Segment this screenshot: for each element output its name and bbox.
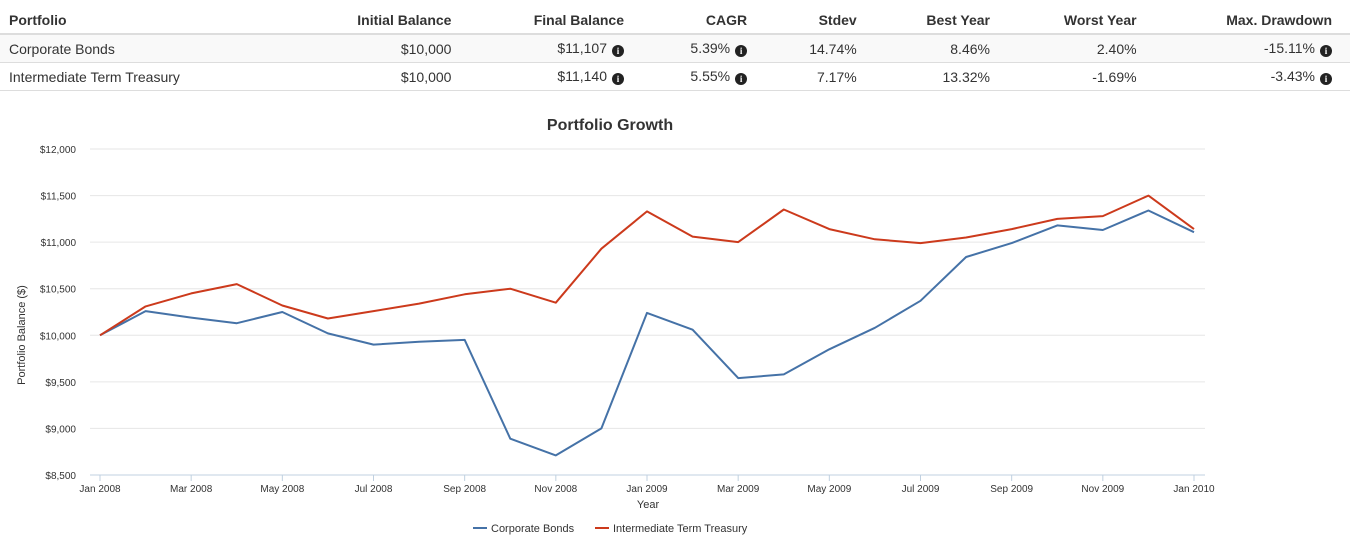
cell-cagr-value: 5.39% bbox=[690, 40, 731, 56]
y-axis-ticks: $8,500 $9,000 $9,500 $10,000 $10,500 $11,000 $… bbox=[40, 145, 77, 482]
x-tick-label: Jul 2008 bbox=[355, 484, 393, 495]
cell-best-year: 8.46% bbox=[874, 34, 1008, 63]
cell-cagr-value: 5.55% bbox=[690, 68, 731, 84]
cell-max-drawdown: -3.43% i bbox=[1154, 62, 1350, 91]
x-tick-label: May 2009 bbox=[807, 484, 851, 495]
y-tick-label: $8,500 bbox=[45, 471, 76, 482]
info-circle-icon[interactable]: i bbox=[1320, 73, 1332, 85]
info-circle-icon[interactable]: i bbox=[611, 73, 624, 85]
legend-item[interactable]: Intermediate Term Treasury bbox=[595, 523, 748, 535]
cell-final-balance-value: $11,140 bbox=[557, 68, 607, 84]
table-row: Corporate Bonds $10,000 $11,107 i 5.39% i … bbox=[0, 34, 1350, 63]
col-header-initial-balance[interactable]: Initial Balance bbox=[291, 6, 470, 35]
y-axis-label: Portfolio Balance ($) bbox=[16, 285, 28, 385]
cell-best-year: 13.32% bbox=[874, 62, 1008, 91]
cell-portfolio: Intermediate Term Treasury bbox=[0, 62, 292, 91]
legend-item[interactable]: Corporate Bonds bbox=[473, 523, 575, 535]
series-1 bbox=[99, 209, 1195, 457]
x-tick-label: Sep 2009 bbox=[990, 484, 1033, 495]
x-axis-ticks: Jan 2008 Mar 2008 May 2008 Jul 2008 Sep 2008… bbox=[79, 475, 1215, 495]
info-circle-icon[interactable]: i bbox=[611, 45, 624, 57]
cell-portfolio: Corporate Bonds bbox=[0, 34, 292, 63]
col-header-cagr[interactable]: CAGR bbox=[641, 6, 766, 35]
cell-cagr: 5.39% i bbox=[641, 34, 766, 63]
cell-final-balance-value: $11,107 bbox=[557, 40, 607, 56]
cell-initial-balance: $10,000 bbox=[291, 34, 470, 63]
series-2 bbox=[99, 194, 1195, 337]
info-circle-icon[interactable]: i bbox=[1320, 45, 1332, 57]
legend-label: Intermediate Term Treasury bbox=[613, 523, 748, 535]
info-circle-icon[interactable]: i bbox=[735, 45, 748, 57]
cell-worst-year: 2.40% bbox=[1007, 34, 1155, 63]
legend-label: Corporate Bonds bbox=[491, 523, 575, 535]
cell-max-drawdown-value: -15.11% bbox=[1263, 40, 1315, 56]
x-tick-label: Nov 2008 bbox=[534, 484, 577, 495]
col-header-best-year[interactable]: Best Year bbox=[874, 6, 1008, 35]
cell-max-drawdown-value: -3.43% bbox=[1270, 68, 1315, 84]
x-tick-label: Jan 2008 bbox=[79, 484, 121, 495]
portfolio-growth-chart: Portfolio Growth $8,500 $9,000 $9,500 $10,0… bbox=[16, 117, 1215, 535]
cell-final-balance: $11,107 i bbox=[469, 34, 642, 63]
y-tick-label: $9,500 bbox=[45, 378, 76, 389]
cell-final-balance: $11,140 i bbox=[469, 62, 642, 91]
x-tick-label: Jan 2009 bbox=[626, 484, 668, 495]
chart-title: Portfolio Growth bbox=[547, 117, 673, 134]
summary-table: Portfolio Initial Balance Final Balance … bbox=[0, 6, 1350, 91]
cell-initial-balance: $10,000 bbox=[291, 62, 470, 91]
x-axis-label: Year bbox=[637, 499, 660, 511]
col-header-stdev[interactable]: Stdev bbox=[765, 6, 875, 35]
y-tick-label: $9,000 bbox=[45, 424, 76, 435]
x-tick-label: Jul 2009 bbox=[902, 484, 940, 495]
table-row: Intermediate Term Treasury $10,000 $11,1… bbox=[0, 62, 1350, 91]
y-tick-label: $10,500 bbox=[40, 285, 77, 296]
chart-legend: Corporate Bonds Intermediate Term Treasur… bbox=[473, 523, 748, 535]
y-tick-label: $11,500 bbox=[41, 192, 77, 203]
x-tick-label: Mar 2009 bbox=[717, 484, 760, 495]
cell-stdev: 7.17% bbox=[765, 62, 875, 91]
x-tick-label: Mar 2008 bbox=[170, 484, 213, 495]
series-line[interactable] bbox=[99, 209, 1195, 457]
x-tick-label: Nov 2009 bbox=[1081, 484, 1124, 495]
cell-worst-year: -1.69% bbox=[1007, 62, 1155, 91]
y-tick-label: $10,000 bbox=[40, 331, 77, 342]
info-circle-icon[interactable]: i bbox=[735, 73, 748, 85]
cell-stdev: 14.74% bbox=[765, 34, 875, 63]
cell-cagr: 5.55% i bbox=[641, 62, 766, 91]
col-header-worst-year[interactable]: Worst Year bbox=[1007, 6, 1155, 35]
series-line[interactable] bbox=[99, 194, 1195, 337]
col-header-max-drawdown[interactable]: Max. Drawdown bbox=[1154, 6, 1350, 35]
x-tick-label: Sep 2008 bbox=[443, 484, 486, 495]
col-header-portfolio[interactable]: Portfolio bbox=[0, 6, 292, 35]
table-header-row: Portfolio Initial Balance Final Balance … bbox=[0, 6, 1350, 35]
x-tick-label: May 2008 bbox=[260, 484, 304, 495]
y-tick-label: $12,000 bbox=[40, 145, 77, 156]
x-tick-label: Jan 2010 bbox=[1173, 484, 1215, 495]
chart-series bbox=[99, 194, 1195, 457]
y-tick-label: $11,000 bbox=[41, 238, 77, 249]
col-header-final-balance[interactable]: Final Balance bbox=[469, 6, 642, 35]
cell-max-drawdown: -15.11% i bbox=[1154, 34, 1350, 63]
chart-gridlines bbox=[90, 148, 1205, 476]
